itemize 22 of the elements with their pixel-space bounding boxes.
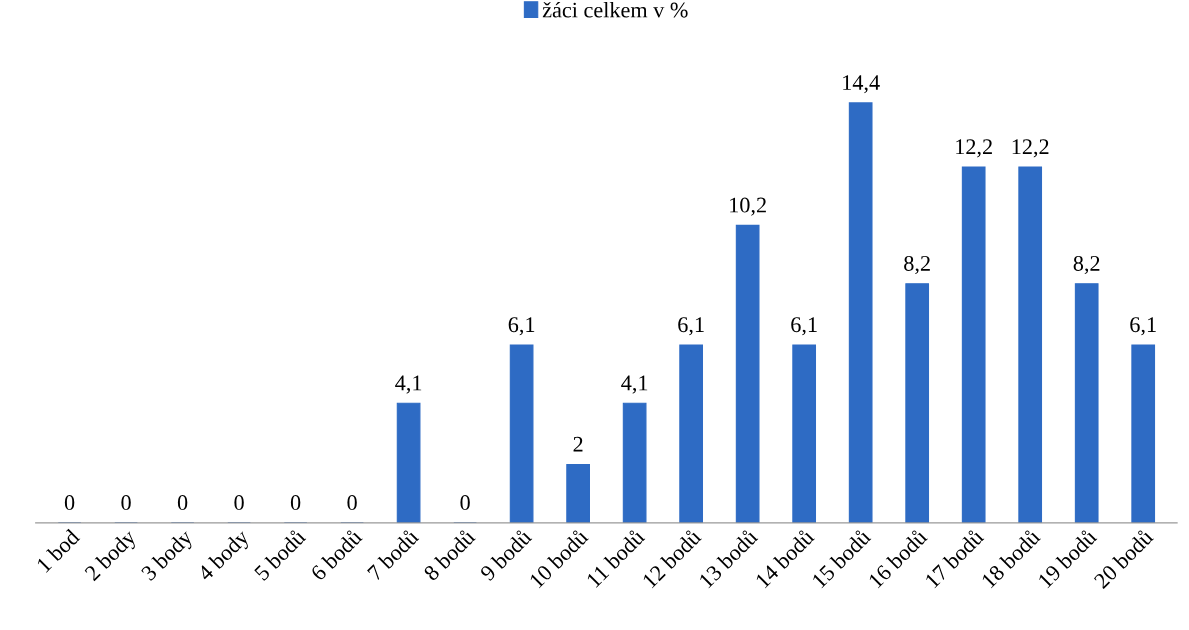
data-label: 6,1 — [678, 317, 704, 336]
data-label: 0 — [121, 495, 131, 511]
x-tick-label: 1 bod — [35, 527, 81, 573]
data-label: 0 — [460, 495, 470, 511]
data-label: 10,2 — [730, 197, 766, 216]
data-label: 14,4 — [843, 75, 880, 94]
data-label: 6,1 — [508, 317, 535, 336]
data-label: 6,1 — [1130, 317, 1156, 336]
data-label: 0 — [64, 495, 75, 511]
data-label: 12,2 — [956, 139, 992, 158]
data-label: 4,1 — [395, 375, 422, 394]
data-label: 12,2 — [1012, 139, 1049, 158]
legend-label: žáci celkem v % — [542, 1, 688, 18]
data-label: 0 — [290, 495, 301, 511]
data-label: 8,2 — [1073, 255, 1100, 275]
data-label: 0 — [234, 495, 244, 511]
data-label: 0 — [347, 495, 357, 511]
data-label: 2 — [573, 436, 583, 452]
data-label: 4,1 — [621, 375, 648, 394]
data-label: 0 — [177, 495, 188, 511]
data-label: 8,2 — [904, 255, 930, 275]
data-label: 6,1 — [791, 317, 817, 336]
